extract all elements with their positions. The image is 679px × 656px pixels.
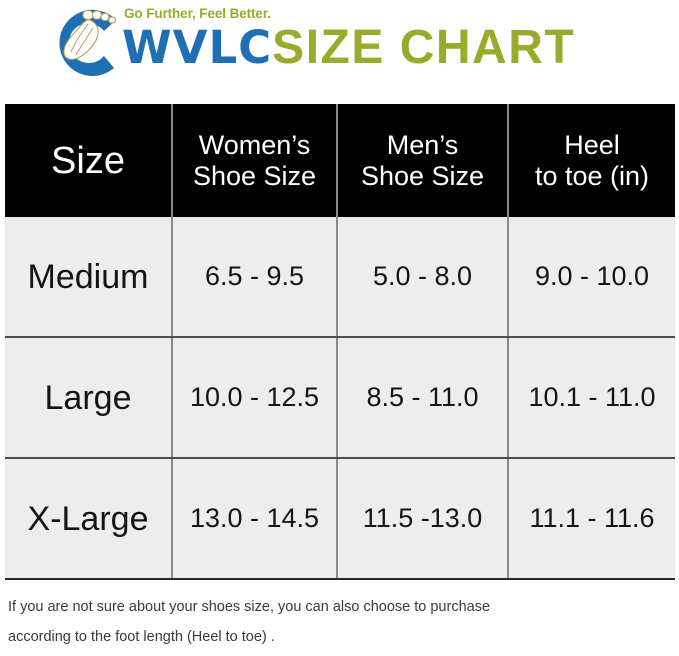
brand-text-block: Go Further, Feel Better. WVLCSIZE CHART xyxy=(122,6,667,73)
column-header-size-line1: Size xyxy=(51,139,125,182)
table-row: Large 10.0 - 12.5 8.5 - 11.0 10.1 - 11.0 xyxy=(5,337,675,459)
column-header-mens-shoe-size: Men’s Shoe Size xyxy=(337,104,509,217)
footnote-line-2: according to the foot length (Heel to to… xyxy=(8,629,275,645)
column-header-heel-line2: to toe (in) xyxy=(534,160,650,191)
column-header-womens-shoe-size: Women’s Shoe Size xyxy=(172,104,338,217)
column-header-heel-to-toe: Heel to toe (in) xyxy=(508,104,675,217)
column-header-size: Size xyxy=(5,104,173,217)
cell-mens-large: 8.5 - 11.0 xyxy=(337,337,509,459)
cell-womens-medium: 6.5 - 9.5 xyxy=(172,217,338,338)
column-header-mens-line2: Shoe Size xyxy=(360,160,485,191)
column-header-womens-line1: Women’s xyxy=(198,129,311,160)
cell-heel-medium: 9.0 - 10.0 xyxy=(508,217,675,338)
cell-heel-xlarge: 11.1 - 11.6 xyxy=(508,458,675,580)
cell-size-medium: Medium xyxy=(5,217,173,338)
cell-mens-xlarge: 11.5 -13.0 xyxy=(337,458,509,580)
cell-heel-large: 10.1 - 11.0 xyxy=(508,337,675,459)
cell-womens-large: 10.0 - 12.5 xyxy=(172,337,338,459)
column-header-mens-line1: Men’s xyxy=(386,129,459,160)
column-header-heel-line1: Heel xyxy=(564,129,620,160)
footnote-line-1: If you are not sure about your shoes siz… xyxy=(8,599,491,615)
size-chart-table: Size Women’s Shoe Size Men’s Shoe Size H… xyxy=(5,104,675,580)
table-header-row: Size Women’s Shoe Size Men’s Shoe Size H… xyxy=(5,104,675,217)
table-row: X-Large 13.0 - 14.5 11.5 -13.0 11.1 - 11… xyxy=(5,458,675,580)
table-body: Medium 6.5 - 9.5 5.0 - 8.0 9.0 - 10.0 La… xyxy=(5,217,675,580)
cell-size-xlarge: X-Large xyxy=(5,458,173,580)
footnote: If you are not sure about your shoes siz… xyxy=(8,592,672,652)
brand-tagline: Go Further, Feel Better. xyxy=(124,6,271,21)
table-header: Size Women’s Shoe Size Men’s Shoe Size H… xyxy=(5,104,675,217)
cell-size-large: Large xyxy=(5,337,173,459)
cell-mens-medium: 5.0 - 8.0 xyxy=(337,217,509,338)
page-title-suffix: SIZE CHART xyxy=(272,21,576,74)
header-banner: Go Further, Feel Better. WVLCSIZE CHART xyxy=(0,0,679,96)
page-title: WVLCSIZE CHART xyxy=(122,22,667,73)
column-header-womens-line2: Shoe Size xyxy=(192,160,317,191)
table-row: Medium 6.5 - 9.5 5.0 - 8.0 9.0 - 10.0 xyxy=(5,217,675,338)
wvlc-logo-icon xyxy=(44,6,122,80)
brand-name: WVLC xyxy=(122,21,273,74)
cell-womens-xlarge: 13.0 - 14.5 xyxy=(172,458,338,580)
